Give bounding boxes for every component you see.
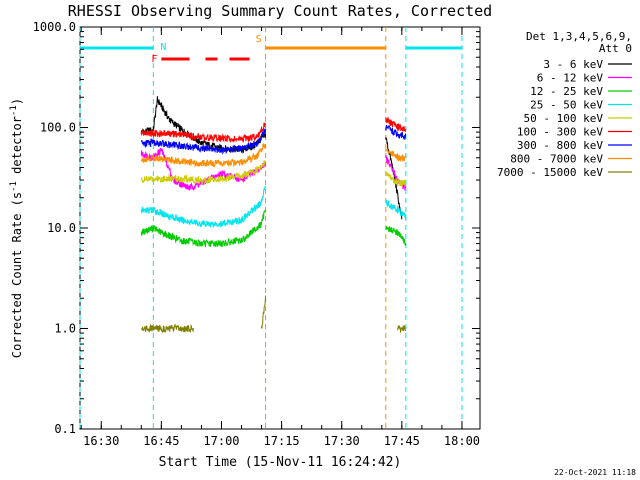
- y-tick-label-1: 1.0: [54, 322, 76, 336]
- y-axis-label-exponent-2: -1: [9, 105, 19, 116]
- detectors-label: Det 1,3,4,5,6,9,: [526, 30, 632, 43]
- legend-label-8: 7000 - 15000 keV: [497, 166, 603, 179]
- chart-title: RHESSI Observing Summary Count Rates, Co…: [68, 2, 492, 20]
- y-axis: 0.1 1.0 10.0 100.0 1000.0: [33, 20, 480, 436]
- series-line-6: [140, 125, 407, 155]
- y-tick-label-4: 1000.0: [33, 20, 76, 34]
- x-tick-label-4: 17:30: [324, 434, 360, 448]
- legend-label-7: 800 - 7000 keV: [510, 153, 603, 166]
- x-tick-label-6: 18:00: [444, 434, 480, 448]
- y-axis-label-exponent: -1: [9, 181, 19, 192]
- series-line-1: [140, 147, 407, 191]
- series-line-8: [141, 295, 407, 334]
- flag-label-n: N: [160, 42, 166, 53]
- x-axis-label: Start Time (15-Nov-11 16:24:42): [159, 455, 402, 470]
- series-line-2: [140, 209, 407, 248]
- flag-label-s: S: [256, 34, 262, 45]
- x-tick-label-1: 16:45: [143, 434, 179, 448]
- legend-label-1: 6 - 12 keV: [537, 72, 604, 85]
- x-tick-label-0: 16:30: [83, 434, 119, 448]
- legend-label-4: 50 - 100 keV: [524, 112, 604, 125]
- x-tick-label-3: 17:15: [264, 434, 300, 448]
- flag-label-f: F: [151, 54, 157, 65]
- y-tick-label-3: 100.0: [40, 121, 76, 135]
- legend-label-6: 300 - 800 keV: [517, 139, 603, 152]
- timestamp: 22-Oct-2021 11:18: [554, 468, 636, 477]
- x-tick-label-5: 17:45: [384, 434, 420, 448]
- series-line-4: [140, 160, 407, 187]
- series-line-5: [140, 117, 407, 144]
- y-tick-label-0: 0.1: [54, 422, 76, 436]
- y-axis-label-main: Corrected Count Rate (s: [10, 192, 24, 358]
- y-tick-label-2: 10.0: [47, 221, 76, 235]
- series-line-7: [140, 142, 407, 168]
- attenuator-label: Att 0: [599, 42, 632, 55]
- y-axis-label: Corrected Count Rate (s-1 detector-1): [9, 98, 24, 358]
- x-axis: 16:30 16:45 17:00 17:15 17:30 17:45 18:00: [80, 27, 480, 448]
- legend-label-3: 25 - 50 keV: [530, 99, 603, 112]
- legend-label-0: 3 - 6 keV: [543, 58, 603, 71]
- legend-label-2: 12 - 25 keV: [530, 85, 603, 98]
- series-line-0: [140, 96, 403, 220]
- x-tick-label-2: 17:00: [203, 434, 239, 448]
- plot-area: NF S: [79, 26, 481, 430]
- y-axis-label-middle: detector: [10, 116, 24, 181]
- plot-frame: [79, 26, 481, 430]
- legend-label-5: 100 - 300 keV: [517, 126, 603, 139]
- y-axis-label-end: ): [10, 98, 24, 105]
- series-line-3: [140, 185, 407, 228]
